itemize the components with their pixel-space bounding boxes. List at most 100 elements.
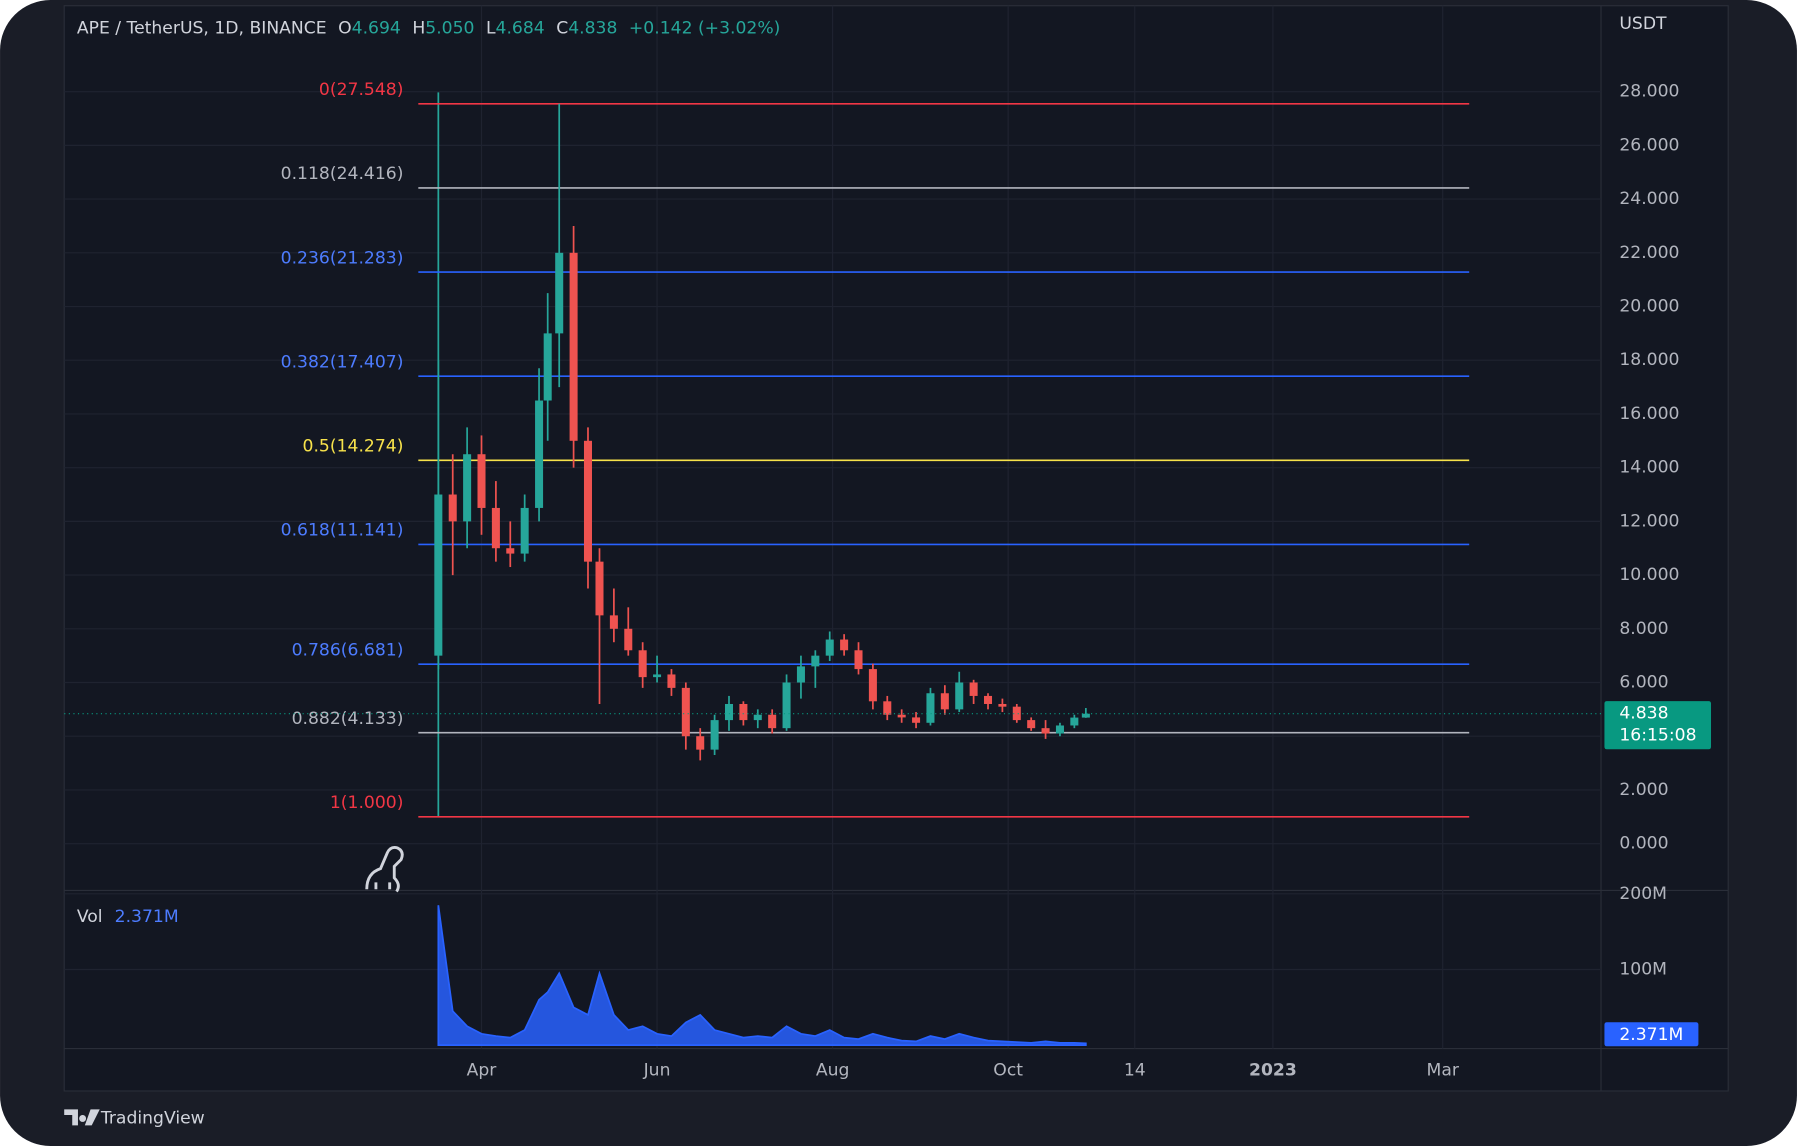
candle-body — [569, 252, 578, 441]
candle-body — [710, 720, 719, 750]
candle-body — [1055, 725, 1064, 734]
y-tick-label: 18.000 — [1619, 350, 1679, 370]
vol-legend-name: Vol — [77, 907, 103, 927]
candle-body — [1027, 720, 1036, 729]
candle-body — [1041, 728, 1050, 734]
candle-body — [955, 682, 964, 710]
candle-body — [724, 703, 734, 721]
candle-body — [448, 494, 457, 522]
fib-label: 0.882(4.133) — [292, 709, 404, 729]
candle-body — [782, 682, 791, 729]
y-tick-label: 14.000 — [1619, 458, 1679, 478]
change: +0.142 (+3.02%) — [629, 19, 780, 39]
ohlc-key: L — [486, 19, 496, 39]
candle-body — [753, 714, 762, 721]
candle-body — [667, 674, 676, 688]
y-tick-label: 24.000 — [1619, 189, 1679, 209]
candle-body — [796, 666, 805, 683]
ohlc-key: O — [338, 19, 352, 39]
fib-label: 0.382(17.407) — [281, 352, 404, 372]
y-tick-label: 0.000 — [1619, 834, 1668, 854]
candle-body — [1070, 717, 1079, 726]
x-tick-label: 14 — [1124, 1060, 1146, 1080]
y-tick-label: 16.000 — [1619, 404, 1679, 424]
y-tick-label: 8.000 — [1619, 619, 1668, 639]
ohlc-key: H — [412, 19, 425, 39]
last-price-badge — [1604, 701, 1712, 750]
ohlc-value: 4.684 — [496, 19, 545, 39]
candle-body — [969, 682, 978, 696]
candle-body — [768, 714, 777, 729]
candle-body — [1081, 713, 1090, 718]
fib-label: 0.236(21.283) — [281, 248, 404, 268]
fib-label: 0.618(11.141) — [281, 521, 404, 541]
y-tick-label: 2.000 — [1619, 780, 1668, 800]
plot: 0(27.548) 0.118(24.416) 0.236(21.283) 0.382… — [64, 80, 1601, 1047]
y-tick-label: 26.000 — [1619, 135, 1679, 155]
x-tick-label: Oct — [993, 1060, 1023, 1080]
fib-label: 1(1.000) — [330, 793, 404, 813]
vol-badge — [1604, 1022, 1699, 1047]
candle-body — [638, 650, 647, 678]
candle-body — [535, 400, 544, 508]
candle-body — [739, 703, 748, 721]
candle-body — [897, 714, 906, 718]
candle-body — [491, 507, 500, 549]
vol-tick-label: 100M — [1619, 959, 1667, 979]
x-tick-label: 2023 — [1249, 1060, 1297, 1080]
x-tick-label: Jun — [643, 1060, 671, 1080]
x-tick-label: Mar — [1426, 1060, 1459, 1080]
vol-badge-label: 2.371M — [1619, 1025, 1683, 1045]
last-price-label: 4.838 — [1619, 704, 1668, 724]
x-tick-label: Aug — [816, 1060, 850, 1080]
candle-body — [696, 736, 705, 750]
candle-body — [983, 695, 993, 704]
price-unit: USDT — [1619, 14, 1667, 34]
ohlc-value: 4.838 — [568, 19, 617, 39]
ohlc-key: C — [556, 19, 568, 39]
candle-body — [854, 650, 863, 670]
candle-body — [595, 561, 604, 616]
vol-tick-label: 200M — [1619, 884, 1667, 904]
candle-body — [868, 669, 877, 702]
candle-body — [653, 674, 662, 678]
ohlc-value: 4.694 — [352, 19, 401, 39]
symbol: APE / TetherUS, 1D, BINANCE — [77, 19, 327, 39]
candle-body — [912, 717, 921, 723]
candle-body — [883, 701, 892, 715]
dino-icon — [365, 846, 404, 893]
candle-body — [624, 628, 633, 651]
candle-body — [555, 252, 564, 334]
chart-pane — [63, 5, 1729, 1092]
candle-body — [434, 494, 443, 656]
candle-body — [840, 639, 849, 651]
brand: TradingView — [100, 1108, 205, 1128]
candle-body — [681, 687, 690, 737]
fib-label: 0.118(24.416) — [281, 164, 404, 184]
volume-area — [437, 905, 1087, 1047]
tradingview-logo: TradingView — [64, 1108, 205, 1128]
candle-body — [1012, 706, 1021, 721]
y-tick-label: 12.000 — [1619, 511, 1679, 531]
candle-body — [463, 454, 472, 522]
fib-label: 0.5(14.274) — [303, 437, 404, 457]
ohlc-value: 5.050 — [425, 19, 474, 39]
y-tick-label: 28.000 — [1619, 82, 1679, 102]
candle-body — [811, 655, 820, 667]
candle-body — [477, 454, 486, 508]
countdown: 16:15:08 — [1619, 725, 1696, 745]
candle-body — [506, 548, 515, 554]
candle-body — [520, 507, 529, 554]
header: APE / TetherUS, 1D, BINANCE O4.694 H5.050 L… — [77, 19, 781, 39]
y-tick-label: 6.000 — [1619, 673, 1668, 693]
candle-body — [543, 333, 552, 401]
y-tick-label: 22.000 — [1619, 243, 1679, 263]
candle-body — [609, 615, 618, 629]
y-tick-label: 10.000 — [1619, 565, 1679, 585]
y-tick-label: 20.000 — [1619, 297, 1679, 317]
vol-legend-value: 2.371M — [115, 907, 179, 927]
candle-body — [583, 440, 592, 562]
candle-body — [998, 703, 1007, 707]
candle-body — [825, 639, 834, 656]
